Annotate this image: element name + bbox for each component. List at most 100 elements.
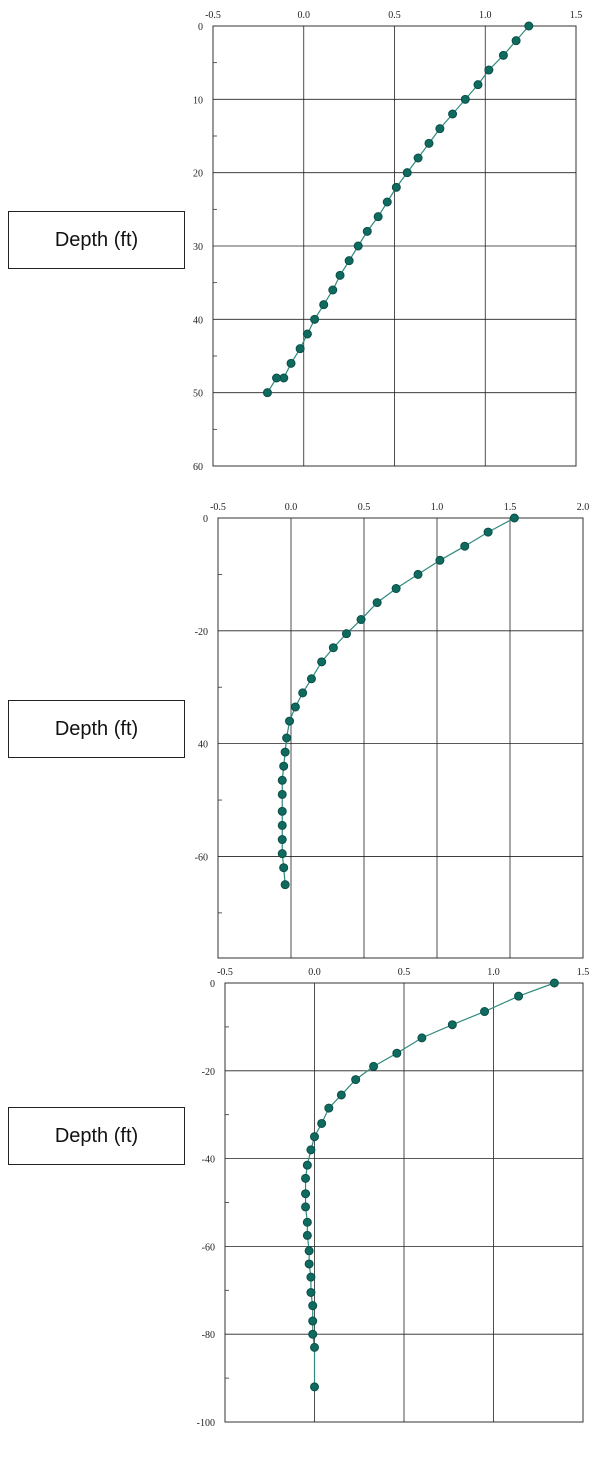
data-point — [310, 1132, 319, 1142]
depth-label-text: Depth (ft) — [54, 717, 139, 740]
data-point — [372, 598, 382, 608]
data-point — [460, 94, 470, 104]
data-point — [447, 1020, 457, 1030]
deflection-chart-2: -0.5 0.0 0.5 1.0 1.5 2.0 0 -20 40 -60 — [195, 502, 590, 959]
data-point — [308, 1301, 318, 1311]
data-point — [279, 761, 289, 771]
x-tick-label: 1.0 — [479, 10, 492, 21]
data-point — [391, 584, 401, 594]
x-tick-label: 1.5 — [504, 502, 517, 513]
data-point — [435, 555, 445, 565]
x-tick-label: 2.0 — [577, 502, 590, 513]
y-tick-label: 10 — [193, 95, 203, 106]
data-point — [480, 1007, 490, 1017]
data-point — [317, 657, 327, 667]
data-point — [498, 50, 508, 60]
y-tick-label: 50 — [193, 389, 203, 400]
x-tick-label: 0.0 — [285, 502, 298, 513]
data-point — [286, 358, 296, 368]
data-point — [484, 65, 494, 75]
data-point — [402, 168, 412, 178]
depth-label-text: Depth (ft) — [54, 1124, 139, 1147]
y-tick-label: 40 — [198, 740, 208, 751]
data-point — [335, 270, 345, 280]
data-point — [344, 256, 354, 266]
data-point — [280, 747, 290, 757]
data-point — [319, 300, 329, 310]
y-tick-label: 0 — [210, 979, 215, 990]
x-tick-label: -0.5 — [205, 10, 221, 21]
depth-label-box-3: Depth (ft) — [8, 1107, 185, 1165]
data-point — [310, 314, 320, 324]
data-point — [353, 241, 363, 251]
data-point — [524, 21, 534, 31]
data-point — [413, 153, 423, 163]
deflection-chart-3: -0.50.00.51.01.50-20-40-60-80-100Shaft D… — [197, 967, 590, 1429]
data-point — [306, 1287, 316, 1297]
data-point — [351, 1075, 361, 1085]
data-point — [514, 991, 524, 1001]
x-tick-label: 1.5 — [577, 967, 590, 978]
data-point — [302, 1217, 312, 1227]
data-point — [324, 1103, 334, 1113]
data-point — [304, 1246, 314, 1256]
data-point — [549, 978, 559, 988]
data-point — [509, 513, 519, 523]
data-point — [448, 109, 458, 119]
x-tick-label: 1.0 — [431, 502, 444, 513]
data-point — [282, 733, 292, 743]
plot-frame — [217, 517, 584, 959]
x-tick-label: 0.5 — [358, 502, 371, 513]
y-tick-label: 0 — [203, 514, 208, 525]
data-point — [277, 835, 287, 845]
data-point — [290, 702, 300, 712]
data-point — [483, 527, 493, 537]
y-tick-label: -100 — [197, 1418, 215, 1429]
data-point — [285, 716, 295, 726]
data-point — [310, 1342, 319, 1352]
data-point — [413, 569, 423, 579]
series-line — [304, 982, 555, 1387]
data-point — [341, 629, 351, 639]
data-point — [306, 1145, 316, 1155]
data-point — [280, 880, 290, 890]
data-point — [310, 1382, 319, 1392]
y-tick-label: -40 — [202, 1155, 215, 1166]
x-tick-label: 0.0 — [298, 10, 311, 21]
x-tick-label: 0.5 — [398, 967, 411, 978]
data-point — [301, 1189, 311, 1199]
y-tick-label: -20 — [195, 627, 208, 638]
x-tick-label: 0.5 — [388, 10, 401, 21]
data-point — [301, 1202, 311, 1212]
data-point — [277, 849, 287, 859]
data-point — [362, 226, 372, 236]
y-tick-label: 0 — [198, 22, 203, 33]
x-tick-label: 1.5 — [570, 10, 583, 21]
depth-label-box-1: Depth (ft) — [8, 211, 185, 269]
data-point — [277, 806, 287, 816]
data-point — [328, 285, 338, 295]
data-point — [317, 1118, 327, 1128]
y-tick-label: 30 — [193, 242, 203, 253]
series-line — [281, 517, 515, 885]
deflection-chart-1: -0.5 0.0 0.5 1.0 1.5 0 10 20 30 40 50 60 — [193, 10, 583, 473]
y-tick-label: 60 — [193, 462, 203, 473]
data-point — [460, 541, 470, 551]
data-point — [262, 388, 272, 398]
data-point — [356, 615, 366, 625]
data-point — [369, 1061, 379, 1071]
x-tick-label: -0.5 — [217, 967, 233, 978]
data-point — [424, 138, 434, 148]
data-point — [336, 1090, 346, 1100]
data-point — [302, 1230, 312, 1240]
data-point — [308, 1316, 318, 1326]
data-point — [417, 1033, 427, 1043]
data-point — [295, 344, 305, 354]
x-tick-label: 0.0 — [308, 967, 321, 978]
data-point — [435, 124, 445, 134]
data-point — [279, 863, 289, 873]
x-tick-label: 1.0 — [487, 967, 500, 978]
data-point — [373, 212, 383, 222]
x-tick-label: -0.5 — [210, 502, 226, 513]
y-tick-label: 40 — [193, 315, 203, 326]
